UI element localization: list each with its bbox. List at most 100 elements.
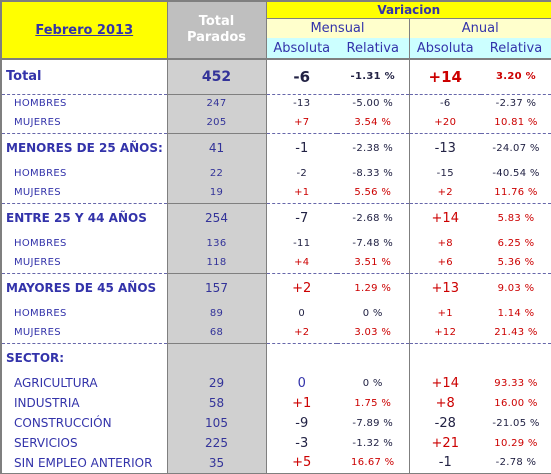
table-row-group: ENTRE 25 Y 44 AÑOS 254 -7 -2.68 % +14 5.… bbox=[0, 202, 551, 233]
mensual-relativa-header: Relativa bbox=[337, 38, 410, 59]
row-anual-rel: -2.37 % bbox=[481, 93, 551, 113]
row-mensual-rel: -7.48 % bbox=[337, 233, 410, 253]
row-total bbox=[167, 342, 267, 373]
row-mensual-rel: 5.56 % bbox=[337, 183, 410, 203]
row-mensual-rel: -2.38 % bbox=[337, 132, 410, 163]
table-row: SIN EMPLEO ANTERIOR 35 +5 16.67 % -1 -2.… bbox=[0, 453, 551, 474]
row-mensual-abs: -9 bbox=[295, 415, 309, 431]
row-anual-abs: +14 bbox=[409, 202, 481, 233]
row-mensual-abs: -2 bbox=[296, 167, 308, 179]
row-total: 118 bbox=[167, 253, 267, 273]
table-row-group: MAYORES DE 45 AÑOS 157 +2 1.29 % +13 9.0… bbox=[0, 272, 551, 303]
row-anual-abs: +13 bbox=[409, 272, 481, 303]
row-mensual-abs: -6 bbox=[293, 67, 311, 86]
period-title: Febrero 2013 bbox=[0, 0, 168, 60]
row-mensual-abs: -1 bbox=[266, 132, 337, 163]
total-header-line1: Total bbox=[198, 14, 235, 29]
row-anual-rel: 10.29 % bbox=[481, 433, 551, 453]
row-label: Total bbox=[0, 59, 168, 94]
row-anual-rel: 3.20 % bbox=[481, 59, 551, 94]
row-anual-abs: -13 bbox=[409, 132, 481, 163]
row-mensual-abs: 0 bbox=[297, 375, 306, 391]
row-total: 254 bbox=[167, 202, 267, 233]
row-anual-abs: +8 bbox=[437, 237, 453, 249]
row-anual-abs: +2 bbox=[437, 187, 453, 199]
table-row-group: MENORES DE 25 AÑOS: 41 -1 -2.38 % -13 -2… bbox=[0, 132, 551, 163]
row-anual-rel: 21.43 % bbox=[481, 323, 551, 343]
row-mensual-abs: -11 bbox=[293, 237, 311, 249]
row-total: 58 bbox=[167, 393, 267, 413]
table-row: MUJERES 19 +1 5.56 % +2 11.76 % bbox=[0, 183, 551, 203]
header-row-1: Febrero 2013 Total Parados Variacion bbox=[0, 0, 551, 60]
row-mensual-rel: -1.32 % bbox=[337, 433, 410, 453]
row-anual-rel: 11.76 % bbox=[481, 183, 551, 203]
row-label: MUJERES bbox=[0, 253, 168, 273]
total-parados-header: Total Parados bbox=[166, 0, 267, 60]
row-mensual-abs: -13 bbox=[266, 93, 337, 113]
row-total: 29 bbox=[167, 373, 267, 393]
row-mensual-rel: 3.03 % bbox=[337, 323, 410, 343]
row-anual-abs: +14 bbox=[431, 375, 459, 391]
row-anual-rel: 10.81 % bbox=[481, 113, 551, 133]
table-row: MUJERES 205 +7 3.54 % +20 10.81 % bbox=[0, 113, 551, 133]
row-mensual-rel: 0 % bbox=[337, 303, 410, 323]
row-label: SERVICIOS bbox=[0, 433, 168, 453]
table-row: HOMBRES 247 -13 -5.00 % -6 -2.37 % bbox=[0, 93, 551, 113]
row-total: 35 bbox=[167, 453, 267, 474]
row-label: MUJERES bbox=[0, 183, 168, 203]
row-mensual-rel: 3.54 % bbox=[337, 113, 410, 133]
header-row-3: Absoluta Relativa Absoluta Relativa bbox=[1, 38, 551, 59]
row-mensual-abs: +1 bbox=[294, 187, 310, 199]
row-total: 157 bbox=[167, 272, 267, 303]
row-anual-abs bbox=[409, 342, 481, 373]
row-mensual-rel: 1.29 % bbox=[337, 272, 410, 303]
table-row-sector-header: SECTOR: bbox=[0, 342, 551, 373]
row-label: ENTRE 25 Y 44 AÑOS bbox=[0, 202, 168, 233]
row-anual-rel: 5.83 % bbox=[481, 202, 551, 233]
row-total: 247 bbox=[167, 93, 267, 113]
row-label: MUJERES bbox=[0, 113, 168, 133]
anual-header: Anual bbox=[409, 18, 551, 39]
variacion-header: Variacion bbox=[265, 0, 551, 20]
table-row: SERVICIOS 225 -3 -1.32 % +21 10.29 % bbox=[0, 433, 551, 453]
row-total: 452 bbox=[167, 59, 267, 94]
row-anual-abs: -6 bbox=[409, 93, 481, 113]
row-mensual-abs: -7 bbox=[266, 202, 337, 233]
row-mensual-rel: -2.68 % bbox=[337, 202, 410, 233]
row-mensual-rel: -1.31 % bbox=[337, 59, 410, 94]
row-mensual-abs: +2 bbox=[294, 327, 310, 339]
total-header-line2: Parados bbox=[186, 30, 247, 45]
row-mensual-rel: 3.51 % bbox=[337, 253, 410, 273]
row-mensual-abs: +5 bbox=[266, 453, 337, 474]
row-label: MAYORES DE 45 AÑOS bbox=[0, 272, 168, 303]
table-row: MUJERES 118 +4 3.51 % +6 5.36 % bbox=[0, 253, 551, 273]
row-mensual-abs bbox=[266, 342, 337, 373]
row-total: 225 bbox=[167, 433, 267, 453]
mensual-absoluta-header: Absoluta bbox=[266, 38, 337, 59]
row-total: 41 bbox=[167, 132, 267, 163]
row-label: SECTOR: bbox=[0, 342, 168, 373]
row-mensual-rel: -8.33 % bbox=[337, 163, 410, 183]
table-row: MUJERES 68 +2 3.03 % +12 21.43 % bbox=[0, 323, 551, 343]
row-anual-abs: -28 bbox=[434, 415, 456, 431]
row-anual-abs: +14 bbox=[428, 67, 462, 86]
row-mensual-rel: -7.89 % bbox=[337, 413, 410, 433]
row-anual-abs: -15 bbox=[436, 167, 454, 179]
row-mensual-rel: 16.67 % bbox=[337, 453, 410, 474]
row-anual-rel: 9.03 % bbox=[481, 272, 551, 303]
row-label: INDUSTRIA bbox=[0, 393, 168, 413]
row-mensual-rel: 1.75 % bbox=[337, 393, 410, 413]
row-mensual-abs: 0 bbox=[298, 307, 306, 319]
table-row: HOMBRES 136 -11 -7.48 % +8 6.25 % bbox=[0, 233, 551, 253]
row-mensual-abs: +7 bbox=[294, 117, 310, 129]
mensual-header: Mensual bbox=[266, 18, 410, 39]
table-row: HOMBRES 22 -2 -8.33 % -15 -40.54 % bbox=[0, 163, 551, 183]
row-anual-rel: 5.36 % bbox=[481, 253, 551, 273]
row-mensual-abs: +1 bbox=[292, 395, 312, 411]
row-label: HOMBRES bbox=[0, 233, 168, 253]
table-row-total: Total 452 -6 -1.31 % +14 3.20 % bbox=[0, 59, 551, 94]
row-mensual-rel bbox=[337, 342, 410, 373]
row-anual-rel bbox=[481, 342, 551, 373]
row-anual-abs: +8 bbox=[435, 395, 455, 411]
row-anual-abs: +20 bbox=[434, 117, 457, 129]
